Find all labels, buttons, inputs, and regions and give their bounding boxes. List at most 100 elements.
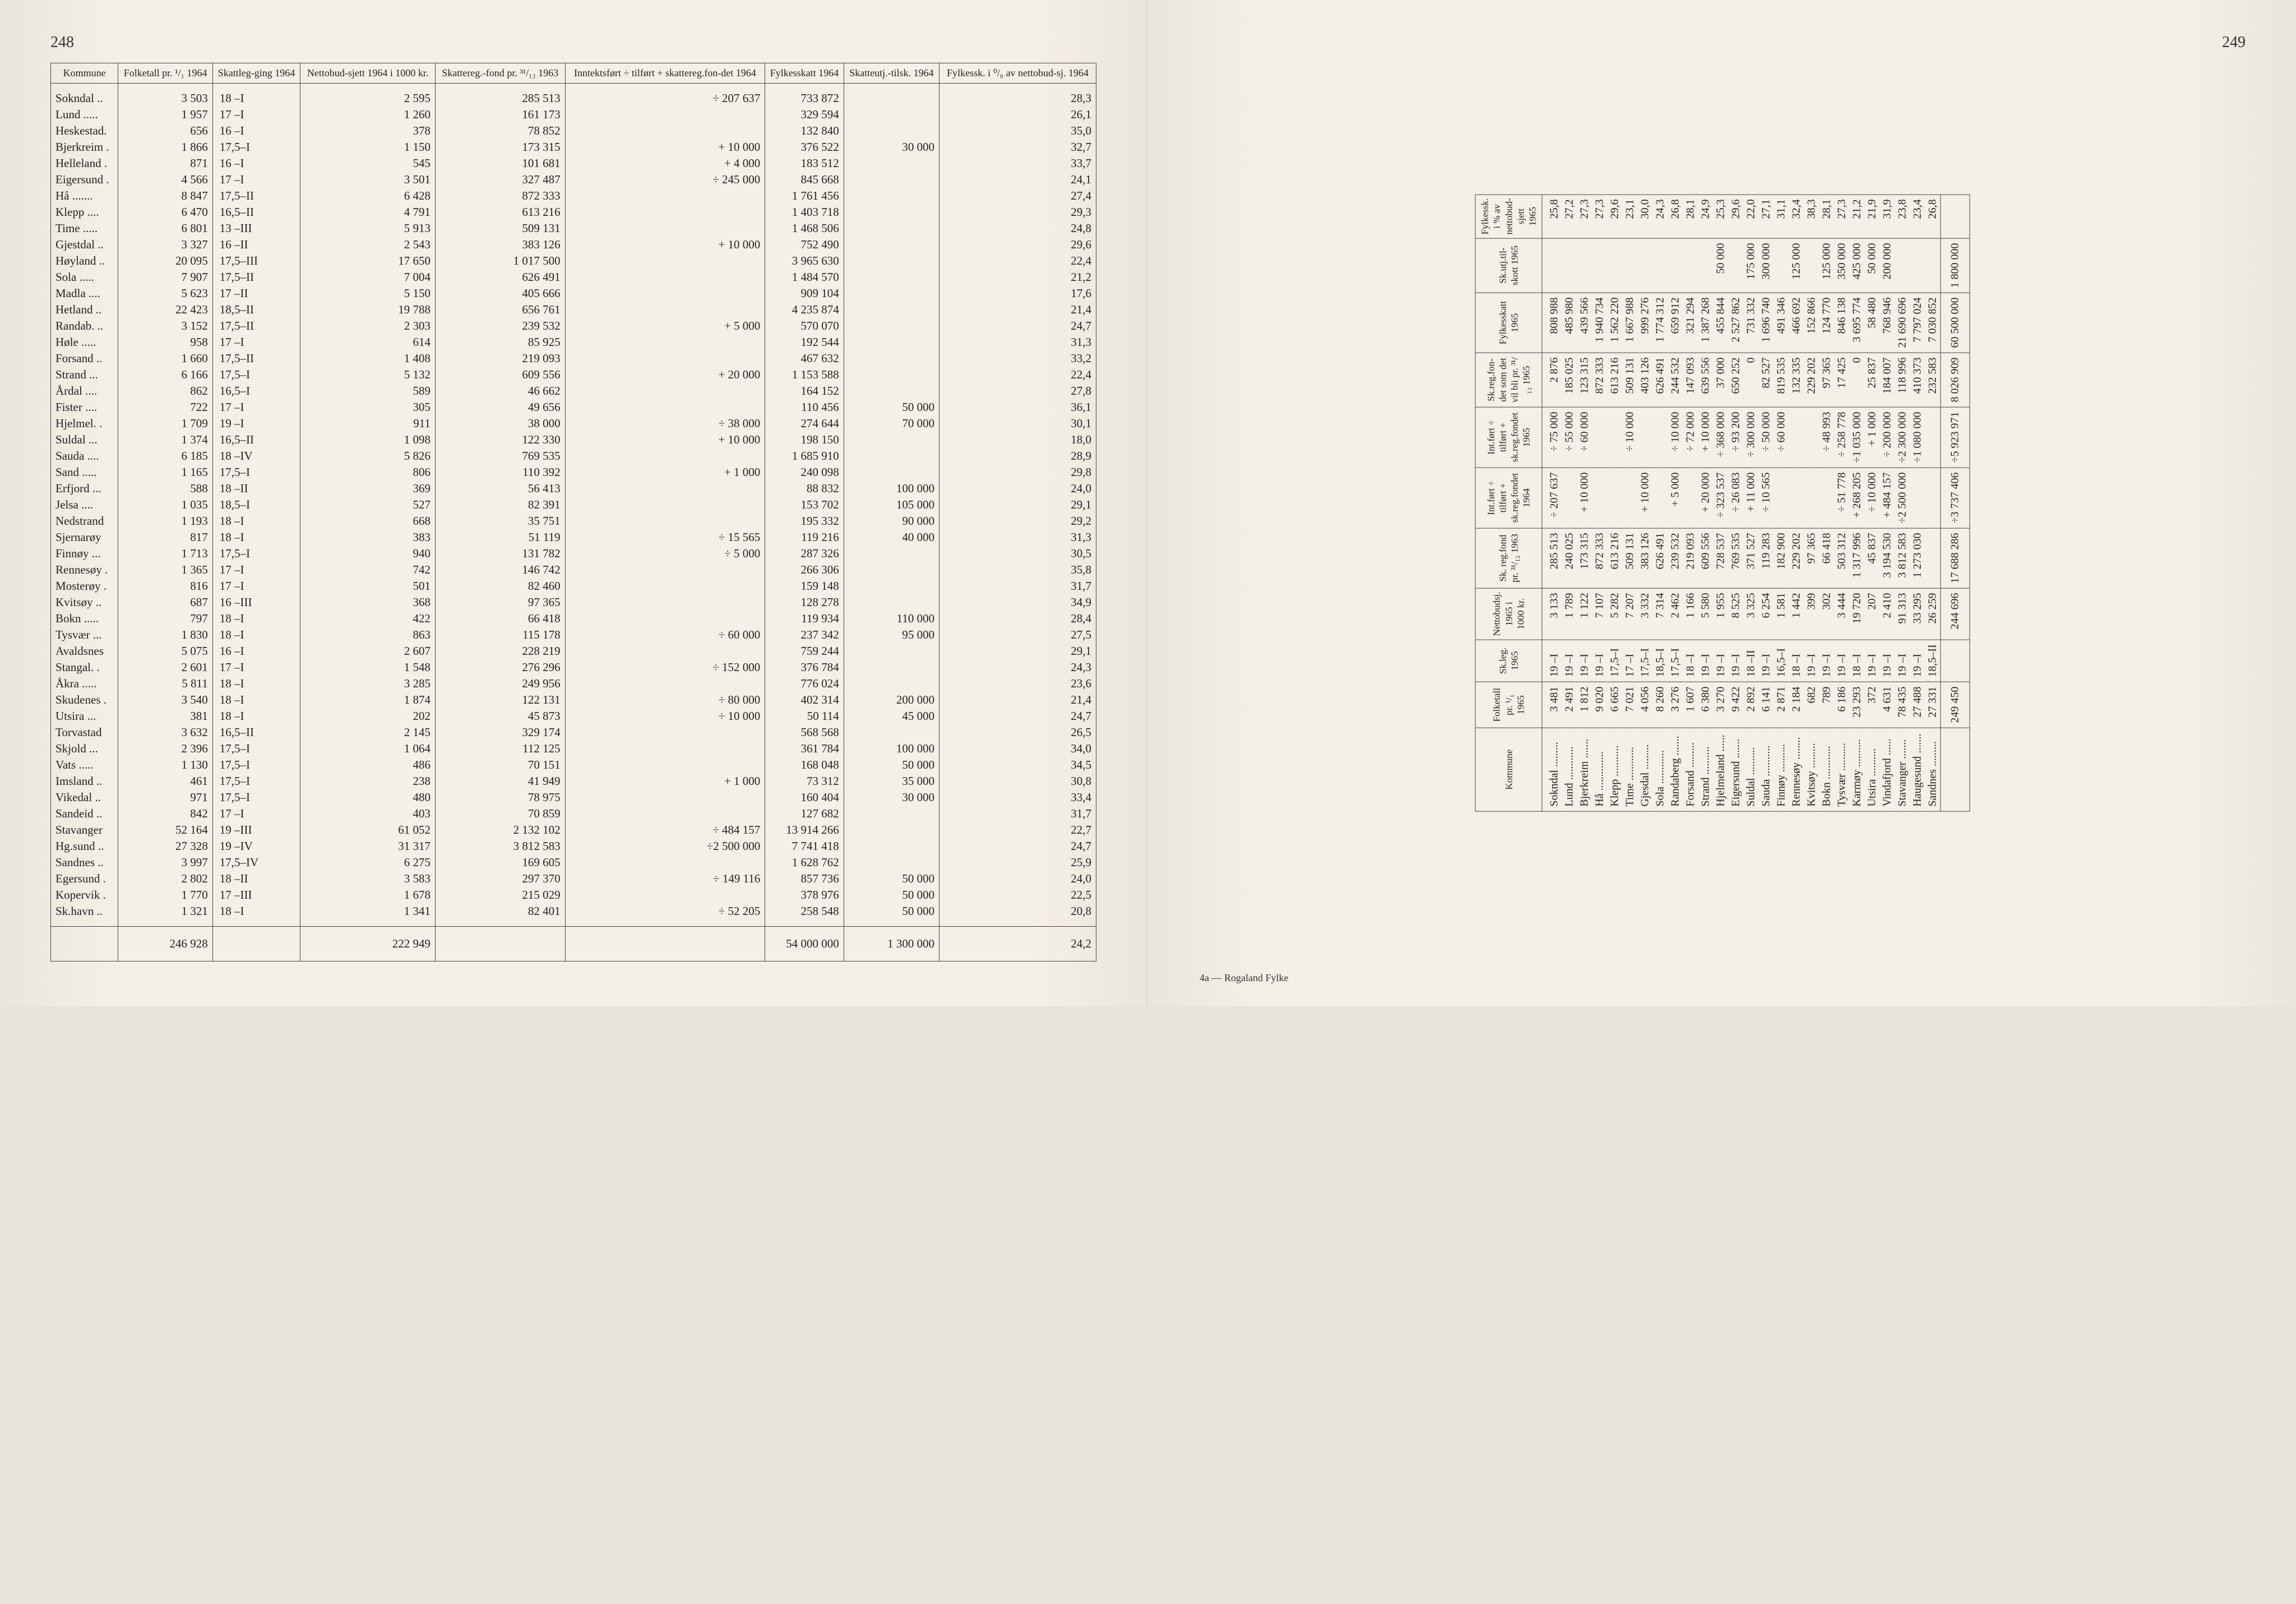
table-cell: 229 202: [1804, 353, 1820, 407]
table-cell: ÷ 60 000: [565, 627, 765, 643]
right-table-head: Kommune Folketall pr. ¹/₁ 1965 Sk.leg. 1…: [1475, 195, 1542, 811]
table-cell: 1 628 762: [765, 854, 844, 871]
table-cell: 18 –I: [212, 692, 300, 708]
table-cell: 40 000: [844, 529, 939, 546]
col-skattleg: Skattleg-ging 1964: [212, 63, 300, 84]
table-cell: 1 667 988: [1623, 293, 1638, 353]
table-cell: Suldal ...: [51, 432, 118, 448]
table-cell: 2 303: [300, 318, 436, 334]
table-cell: 1 150: [300, 139, 436, 155]
table-cell: [1910, 238, 1925, 293]
table-cell: 258 548: [765, 903, 844, 927]
table-cell: 38,3: [1804, 195, 1820, 238]
table-cell: 239 532: [1668, 528, 1683, 588]
table-cell: [844, 822, 939, 838]
table-cell: 613 216: [1608, 528, 1623, 588]
table-cell: 18 –II: [1744, 640, 1759, 682]
left-table-body: Sokndal ..3 50318 –I2 595285 513÷ 207 63…: [51, 83, 1096, 926]
rcol-skutj: Sk.utj.til-skott 1965: [1475, 238, 1542, 293]
table-cell: Hå .......: [51, 188, 118, 204]
table-cell: 6 665: [1608, 682, 1623, 728]
table-cell: ÷ 368 000: [1714, 407, 1729, 468]
table-cell: 125 000: [1820, 238, 1835, 293]
table-cell: 909 104: [765, 285, 844, 302]
table-cell: 31,3: [939, 334, 1096, 350]
table-cell: 169 605: [436, 854, 566, 871]
table-cell: 722: [118, 399, 212, 415]
table-cell: 27,2: [1562, 195, 1577, 238]
table-cell: 19 –III: [212, 822, 300, 838]
table-cell: Forsand .........: [1683, 728, 1698, 811]
table-cell: 25,3: [1714, 195, 1729, 238]
table-row: Mosterøy .81617 –I50182 460159 14831,7: [51, 578, 1096, 594]
table-cell: [565, 806, 765, 822]
table-cell: 18 –IV: [212, 448, 300, 464]
table-cell: 503 312: [1835, 528, 1850, 588]
table-cell: 19 720: [1850, 588, 1865, 640]
table-cell: [565, 334, 765, 350]
table-cell: [565, 448, 765, 464]
rcol-skleg: Sk.leg. 1965: [1475, 640, 1542, 682]
table-cell: Vikedal ..: [51, 789, 118, 806]
table-cell: 274 644: [765, 415, 844, 432]
table-cell: [844, 562, 939, 578]
table-cell: 368: [300, 594, 436, 611]
table-cell: Sandeid ..: [51, 806, 118, 822]
table-cell: 91 313: [1895, 588, 1910, 640]
table-cell: 329 594: [765, 107, 844, 123]
table-cell: 305: [300, 399, 436, 415]
table-cell: 656: [118, 123, 212, 139]
table-cell: Kvitsøy .........: [1804, 728, 1820, 811]
table-cell: 1 830: [118, 627, 212, 643]
table-cell: [1638, 407, 1653, 468]
table-cell: 23,6: [939, 676, 1096, 692]
table-cell: 219 093: [436, 350, 566, 367]
table-cell: [1608, 468, 1623, 528]
total-cell: [565, 926, 765, 961]
table-cell: [844, 83, 939, 107]
table-cell: 50 000: [844, 887, 939, 903]
table-cell: Torvastad: [51, 724, 118, 741]
table-cell: [565, 611, 765, 627]
table-cell: 842: [118, 806, 212, 822]
table-cell: 2 601: [118, 659, 212, 676]
table-cell: 3 965 630: [765, 253, 844, 269]
table-cell: [565, 643, 765, 659]
table-cell: 1 709: [118, 415, 212, 432]
table-cell: 17 –II: [212, 285, 300, 302]
table-cell: 82 527: [1759, 353, 1774, 407]
table-cell: 17 425: [1835, 353, 1850, 407]
table-cell: 650 252: [1729, 353, 1744, 407]
table-cell: 2 871: [1774, 682, 1789, 728]
table-cell: [565, 253, 765, 269]
table-cell: 35,0: [939, 123, 1096, 139]
table-cell: 321 294: [1683, 293, 1698, 353]
table-cell: 50 000: [844, 757, 939, 773]
table-cell: Hjelmeland ......: [1714, 728, 1729, 811]
table-row: Skudenes .3 54018 –I1 874122 131÷ 80 000…: [51, 692, 1096, 708]
rcol-intfort64: Int.ført ÷ tilført + sk.reg.fondet 1964: [1475, 468, 1542, 528]
table-cell: 3 270: [1714, 682, 1729, 728]
table-cell: 200 000: [1880, 238, 1895, 293]
table-cell: 232 583: [1925, 353, 1941, 407]
table-cell: + 10 000: [565, 139, 765, 155]
table-cell: 33,7: [939, 155, 1096, 172]
table-cell: 16,5–II: [212, 724, 300, 741]
table-cell: 29,1: [939, 497, 1096, 513]
col-kommune: Kommune: [51, 63, 118, 84]
table-cell: 742: [300, 562, 436, 578]
table-row: Bjerkreim .......1 81219 –I1 122173 315+…: [1577, 195, 1593, 811]
table-cell: 350 000: [1835, 238, 1850, 293]
table-cell: ÷ 50 000: [1759, 407, 1774, 468]
table-cell: 381: [118, 708, 212, 724]
table-row: Sand .....1 16517,5–I806110 392+ 1 00024…: [51, 464, 1096, 480]
table-cell: 501: [300, 578, 436, 594]
table-cell: [1910, 468, 1925, 528]
table-cell: Time ............: [1623, 728, 1638, 811]
table-row: Strand ...6 16617,5–I5 132609 556+ 20 00…: [51, 367, 1096, 383]
table-cell: 24,8: [939, 220, 1096, 237]
table-cell: 509 131: [1623, 528, 1638, 588]
table-cell: 1 774 312: [1653, 293, 1668, 353]
table-cell: 97 365: [436, 594, 566, 611]
table-row: Sokndal .........3 48119 –I3 133285 513÷…: [1542, 195, 1562, 811]
